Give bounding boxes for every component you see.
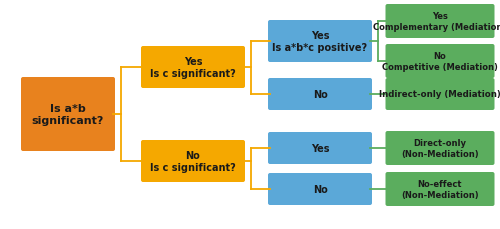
FancyBboxPatch shape — [141, 47, 245, 89]
FancyBboxPatch shape — [268, 173, 372, 205]
Text: Is a*b
significant?: Is a*b significant? — [32, 104, 104, 125]
FancyBboxPatch shape — [21, 78, 115, 151]
Text: Direct-only
(Non-Mediation): Direct-only (Non-Mediation) — [401, 139, 479, 158]
Text: No-effect
(Non-Mediation): No-effect (Non-Mediation) — [401, 180, 479, 199]
Text: Yes
Is a*b*c positive?: Yes Is a*b*c positive? — [272, 31, 368, 53]
Text: No: No — [312, 90, 328, 100]
FancyBboxPatch shape — [268, 132, 372, 164]
Text: No
Is c significant?: No Is c significant? — [150, 150, 236, 172]
FancyBboxPatch shape — [386, 79, 494, 111]
FancyBboxPatch shape — [386, 172, 494, 206]
Text: No
Competitive (Mediation): No Competitive (Mediation) — [382, 52, 498, 71]
Text: Yes
Is c significant?: Yes Is c significant? — [150, 57, 236, 79]
FancyBboxPatch shape — [386, 131, 494, 165]
FancyBboxPatch shape — [268, 21, 372, 63]
FancyBboxPatch shape — [141, 140, 245, 182]
FancyBboxPatch shape — [268, 79, 372, 111]
Text: Indirect-only (Mediation): Indirect-only (Mediation) — [379, 90, 500, 99]
Text: Yes
Complementary (Mediation): Yes Complementary (Mediation) — [374, 12, 500, 32]
Text: Yes: Yes — [311, 143, 329, 153]
FancyBboxPatch shape — [386, 45, 494, 79]
Text: No: No — [312, 184, 328, 194]
FancyBboxPatch shape — [386, 5, 494, 39]
